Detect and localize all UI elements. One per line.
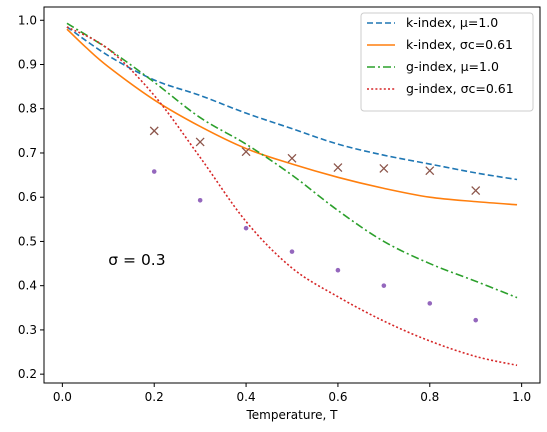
- x-marker-point: [425, 166, 435, 176]
- y-tick-label: 0.6: [18, 190, 37, 204]
- y-axis-ticks: 0.2 0.3 0.4 0.5 0.6 0.7 0.8 0.9 1.0: [18, 13, 44, 381]
- legend-label: k-index, σc=0.61: [406, 37, 513, 52]
- plot-frame: [43, 6, 541, 384]
- sigma-annotation: σ = 0.3: [108, 251, 165, 269]
- x-marker-point: [333, 163, 343, 173]
- dot-marker-point: [197, 198, 203, 203]
- series-2: [66, 22, 518, 299]
- legend: k-index, μ=1.0 k-index, σc=0.61 g-index, μ…: [360, 12, 534, 112]
- x-tick-label: 1.0: [512, 390, 531, 404]
- series-line: [66, 28, 518, 206]
- y-tick-label: 0.4: [18, 279, 37, 293]
- dot-marker-point: [473, 317, 479, 323]
- dot-marker-point: [427, 301, 433, 306]
- x-tick-label: 0.0: [53, 390, 72, 404]
- y-tick-label: 0.5: [18, 234, 37, 248]
- x-tick-label: 0.6: [328, 390, 347, 404]
- y-tick-label: 0.9: [18, 58, 37, 72]
- dot-marker-point: [381, 283, 387, 288]
- x-marker-point: [287, 153, 297, 163]
- dot-marker-point: [151, 169, 157, 174]
- y-tick-label: 0.7: [18, 146, 37, 160]
- dot-marker-point: [335, 267, 341, 273]
- x-marker-point: [471, 186, 481, 196]
- x-tick-label: 0.4: [237, 390, 256, 404]
- series-4: [149, 126, 481, 196]
- series-line: [66, 22, 518, 299]
- x-marker-point: [379, 163, 389, 173]
- dot-marker-point: [289, 249, 295, 254]
- dot-marker-point: [243, 225, 249, 231]
- legend-box: [360, 12, 534, 112]
- legend-label: g-index, σc=0.61: [406, 81, 514, 96]
- legend-label: k-index, μ=1.0: [406, 15, 498, 30]
- y-tick-label: 1.0: [18, 13, 37, 27]
- x-axis-label: Temperature, T: [246, 408, 339, 422]
- y-tick-label: 0.8: [18, 102, 37, 116]
- x-marker-point: [195, 137, 205, 147]
- legend-label: g-index, μ=1.0: [406, 59, 499, 74]
- x-tick-label: 0.2: [145, 390, 164, 404]
- series-1: [66, 28, 518, 206]
- series-layer: [66, 22, 518, 367]
- series-line: [66, 26, 518, 181]
- series-5: [151, 169, 479, 323]
- series-line: [66, 26, 518, 367]
- y-tick-label: 0.3: [18, 323, 37, 337]
- x-marker-point: [149, 126, 159, 136]
- x-axis-ticks: 0.0 0.2 0.4 0.6 0.8 1.0: [53, 383, 531, 404]
- y-tick-label: 0.2: [18, 367, 37, 381]
- x-tick-label: 0.8: [420, 390, 439, 404]
- x-marker-point: [241, 147, 251, 157]
- series-0: [66, 26, 518, 181]
- series-3: [66, 26, 518, 367]
